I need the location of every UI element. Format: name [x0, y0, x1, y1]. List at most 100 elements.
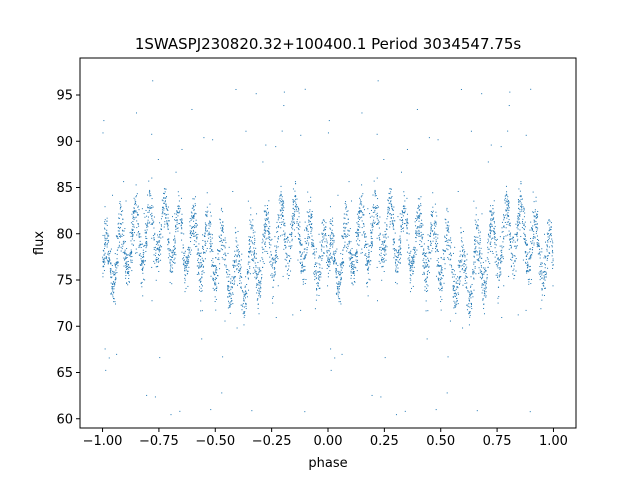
data-point	[429, 235, 431, 237]
data-point	[172, 262, 174, 263]
data-point	[485, 283, 487, 285]
data-point	[354, 255, 356, 257]
data-point	[544, 233, 545, 235]
data-point	[153, 254, 155, 256]
data-point	[183, 264, 185, 266]
data-point	[474, 250, 476, 252]
data-point	[337, 296, 339, 298]
data-point	[103, 120, 105, 122]
data-point	[480, 247, 482, 249]
data-point	[491, 213, 493, 215]
data-point	[346, 250, 348, 252]
data-point	[188, 248, 190, 250]
data-point	[149, 193, 151, 195]
data-point	[277, 219, 279, 221]
data-point	[379, 262, 381, 264]
data-point	[301, 244, 303, 246]
data-point	[300, 255, 302, 257]
data-point	[148, 207, 150, 209]
data-point	[130, 240, 132, 242]
data-point	[483, 273, 485, 275]
data-point	[466, 282, 468, 284]
data-point	[447, 228, 449, 230]
data-point	[374, 193, 376, 195]
data-point	[256, 213, 258, 215]
data-point	[105, 223, 107, 225]
data-point	[112, 281, 114, 283]
data-point	[489, 211, 491, 213]
data-point	[209, 246, 211, 248]
data-point	[347, 230, 349, 232]
data-point	[420, 203, 422, 205]
data-point	[176, 213, 178, 215]
data-point	[534, 209, 536, 211]
data-point	[374, 189, 376, 191]
data-point	[479, 242, 481, 243]
data-point	[363, 209, 365, 211]
data-point	[531, 230, 533, 232]
data-point	[352, 272, 354, 274]
data-point	[228, 302, 230, 304]
data-point	[187, 262, 189, 264]
data-point	[114, 264, 116, 266]
data-point	[495, 251, 497, 253]
data-point	[165, 214, 167, 216]
data-point	[337, 194, 339, 196]
data-point	[475, 223, 477, 225]
data-point	[155, 243, 157, 245]
data-point	[249, 246, 251, 248]
data-point	[221, 207, 223, 209]
data-point	[269, 256, 271, 258]
data-point	[547, 241, 549, 243]
data-point	[393, 228, 395, 230]
data-point	[141, 286, 143, 288]
data-point	[124, 251, 126, 253]
data-point	[270, 254, 272, 256]
data-point	[353, 281, 355, 282]
data-point	[169, 262, 171, 264]
data-point	[493, 217, 495, 219]
data-point	[414, 221, 416, 223]
data-point	[345, 207, 347, 209]
data-point	[184, 282, 186, 284]
data-point	[422, 252, 424, 254]
data-point	[438, 273, 440, 275]
data-point	[351, 248, 353, 250]
data-point	[252, 225, 254, 227]
data-point	[183, 255, 185, 257]
data-point	[178, 200, 180, 202]
data-point	[105, 233, 107, 235]
data-point	[308, 242, 310, 244]
data-point	[222, 244, 224, 246]
data-point	[332, 259, 334, 261]
data-point	[529, 257, 531, 259]
data-point	[517, 314, 519, 316]
data-point	[266, 212, 268, 214]
data-point	[187, 261, 189, 263]
data-point	[195, 241, 197, 243]
data-point	[376, 216, 378, 218]
data-point	[399, 253, 401, 255]
data-point	[328, 259, 330, 261]
data-point	[456, 300, 458, 302]
data-point	[291, 245, 293, 247]
data-point	[288, 274, 290, 276]
data-point	[369, 279, 371, 281]
data-point	[551, 251, 553, 253]
data-point	[547, 221, 549, 223]
data-point	[308, 224, 310, 226]
data-point	[447, 244, 449, 246]
data-point	[340, 276, 342, 278]
data-point	[104, 238, 106, 240]
data-point	[247, 261, 249, 263]
data-point	[113, 274, 115, 276]
data-point	[449, 252, 451, 254]
data-point	[121, 235, 123, 237]
data-point	[274, 257, 276, 259]
data-point	[269, 243, 271, 245]
data-point	[427, 245, 429, 247]
data-point	[443, 257, 445, 259]
data-point	[293, 218, 295, 220]
data-point	[448, 225, 450, 227]
data-point	[270, 251, 272, 253]
